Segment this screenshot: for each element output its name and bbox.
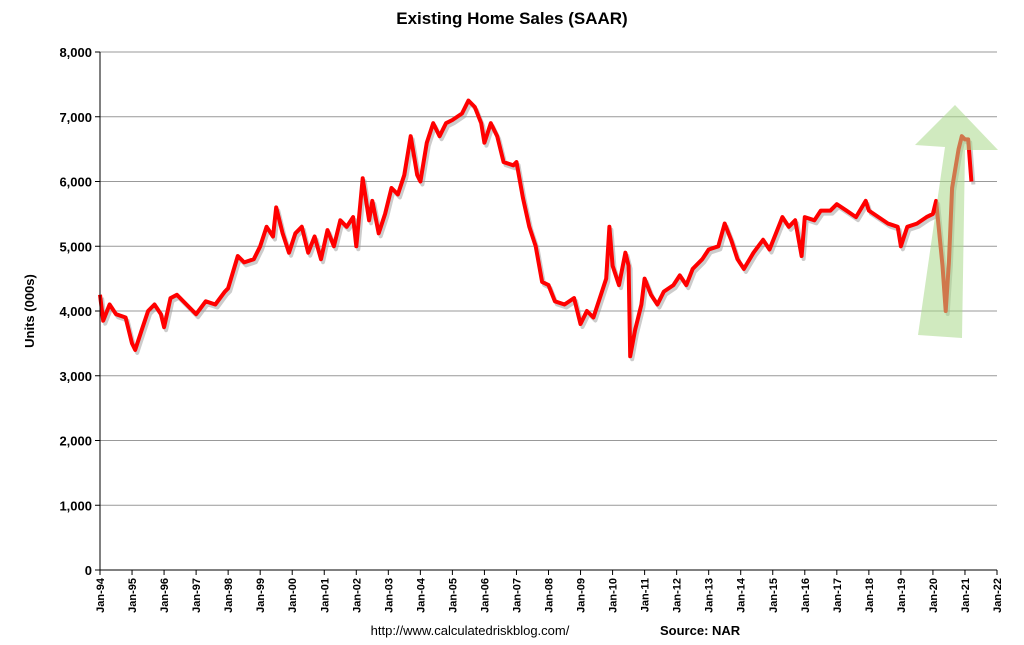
- footer-url: http://www.calculatedriskblog.com/: [371, 623, 570, 638]
- y-tick-label: 3,000: [59, 369, 92, 384]
- x-tick-label: Jan-16: [800, 578, 812, 613]
- x-tick-label: Jan-18: [864, 578, 876, 613]
- x-tick-label: Jan-22: [992, 578, 1004, 613]
- x-tick-label: Jan-00: [287, 578, 299, 613]
- x-tick-label: Jan-04: [415, 577, 427, 613]
- grid: [100, 51, 997, 571]
- x-tick-label: Jan-03: [383, 578, 395, 613]
- x-tick-label: Jan-12: [672, 578, 684, 613]
- x-tick-label: Jan-11: [640, 578, 652, 612]
- x-tick-label: Jan-96: [159, 578, 171, 613]
- x-tick-label: Jan-19: [896, 578, 908, 613]
- x-tick-label: Jan-17: [832, 578, 844, 613]
- x-tick-label: Jan-07: [511, 578, 523, 613]
- y-tick-label: 0: [85, 563, 92, 578]
- y-tick-label: 6,000: [59, 175, 92, 190]
- x-tick-label: Jan-97: [191, 578, 203, 613]
- x-tick-label: Jan-10: [608, 578, 620, 613]
- axes: 0 1,000 2,000 3,000 4,000 5,000 6,000 7,000 8,00…: [59, 45, 1004, 613]
- x-tick-label: Jan-01: [319, 578, 331, 613]
- x-tick-label: Jan-14: [736, 577, 748, 613]
- x-tick-label: Jan-94: [95, 577, 107, 613]
- y-axis-label: Units (000s): [22, 274, 37, 348]
- y-tick-label: 1,000: [59, 498, 92, 513]
- chart-title: Existing Home Sales (SAAR): [396, 9, 627, 28]
- x-tick-label: Jan-98: [223, 578, 235, 613]
- x-tick-label: Jan-15: [768, 578, 780, 613]
- x-tick-label: Jan-08: [544, 578, 556, 613]
- line-shadow: [100, 101, 976, 362]
- y-tick-label: 7,000: [59, 110, 92, 125]
- trend-arrow: [915, 105, 998, 338]
- y-tick-label: 5,000: [59, 239, 92, 254]
- x-tick-label: Jan-95: [127, 578, 139, 613]
- x-tick-label: Jan-21: [960, 578, 972, 613]
- y-tick-label: 8,000: [59, 45, 92, 60]
- x-tick-label: Jan-02: [351, 578, 363, 613]
- x-tick-label: Jan-05: [447, 578, 459, 613]
- lines: [98, 98, 976, 362]
- x-tick-label: Jan-06: [479, 578, 491, 613]
- series-line: [98, 98, 974, 359]
- y-tick-label: 2,000: [59, 434, 92, 449]
- y-tick-label: 4,000: [59, 304, 92, 319]
- source: Source: NAR: [660, 623, 741, 638]
- x-tick-label: Jan-13: [704, 578, 716, 613]
- x-tick-label: Jan-09: [576, 578, 588, 613]
- x-tick-label: Jan-20: [928, 578, 940, 613]
- x-tick-label: Jan-99: [255, 578, 267, 613]
